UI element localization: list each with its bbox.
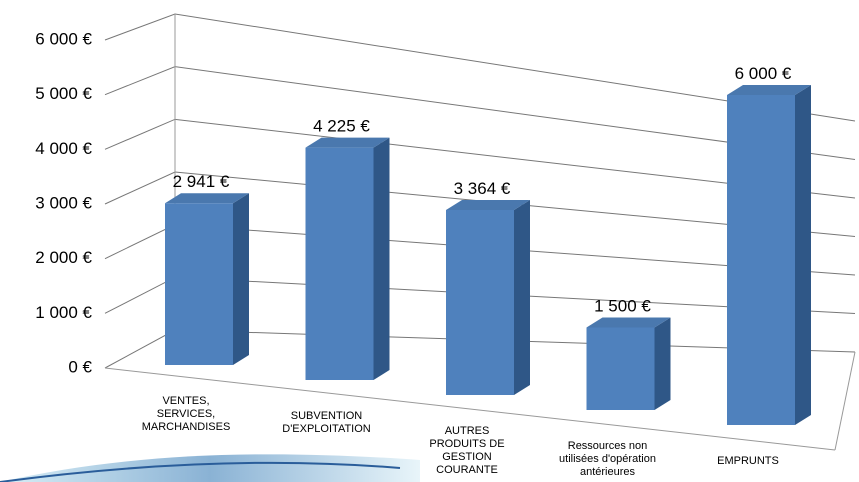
value-label: 4 225 €: [313, 117, 370, 136]
value-label: 2 941 €: [173, 172, 230, 191]
bar: [446, 209, 514, 395]
y-tick-label: 1 000 €: [35, 303, 92, 322]
bar: [586, 327, 655, 410]
x-tick-label: AUTRES PRODUITS DE GESTION COURANTE: [429, 425, 505, 476]
decoration-wave: [0, 454, 420, 482]
bar-side: [795, 85, 811, 425]
bar-side: [514, 199, 530, 395]
bar: [305, 147, 374, 380]
y-tick-label: 0 €: [68, 357, 92, 376]
bar: [165, 203, 233, 365]
value-label: 3 364 €: [454, 179, 511, 198]
bar-top: [446, 199, 530, 210]
y-tick-label: 6 000 €: [35, 29, 92, 48]
x-tick-label: EMPRUNTS: [717, 455, 779, 467]
y-tick-label: 4 000 €: [35, 139, 92, 158]
y-tick-label: 5 000 €: [35, 84, 92, 103]
bar: [727, 95, 795, 425]
x-tick-label: VENTES, SERVICES, MARCHANDISES: [141, 395, 231, 433]
bar-top: [305, 137, 390, 148]
value-label: 1 500 €: [594, 297, 651, 316]
y-tick-label: 2 000 €: [35, 248, 92, 267]
decoration-line: [0, 461, 401, 482]
floor-edge: [834, 351, 856, 451]
x-tick-label: SUBVENTION D'EXPLOITATION: [282, 410, 371, 435]
bar-top: [727, 85, 811, 95]
x-tick-label: Ressources non utilisées d'opération ant…: [559, 440, 656, 478]
bar-side: [373, 137, 390, 380]
bar-top: [165, 193, 249, 204]
floor-edge: [104, 367, 836, 451]
bar-side: [654, 317, 671, 410]
y-tick-label: 3 000 €: [35, 193, 92, 212]
bar-side: [233, 193, 249, 365]
bar-top: [586, 317, 671, 328]
value-label: 6 000 €: [735, 64, 792, 83]
